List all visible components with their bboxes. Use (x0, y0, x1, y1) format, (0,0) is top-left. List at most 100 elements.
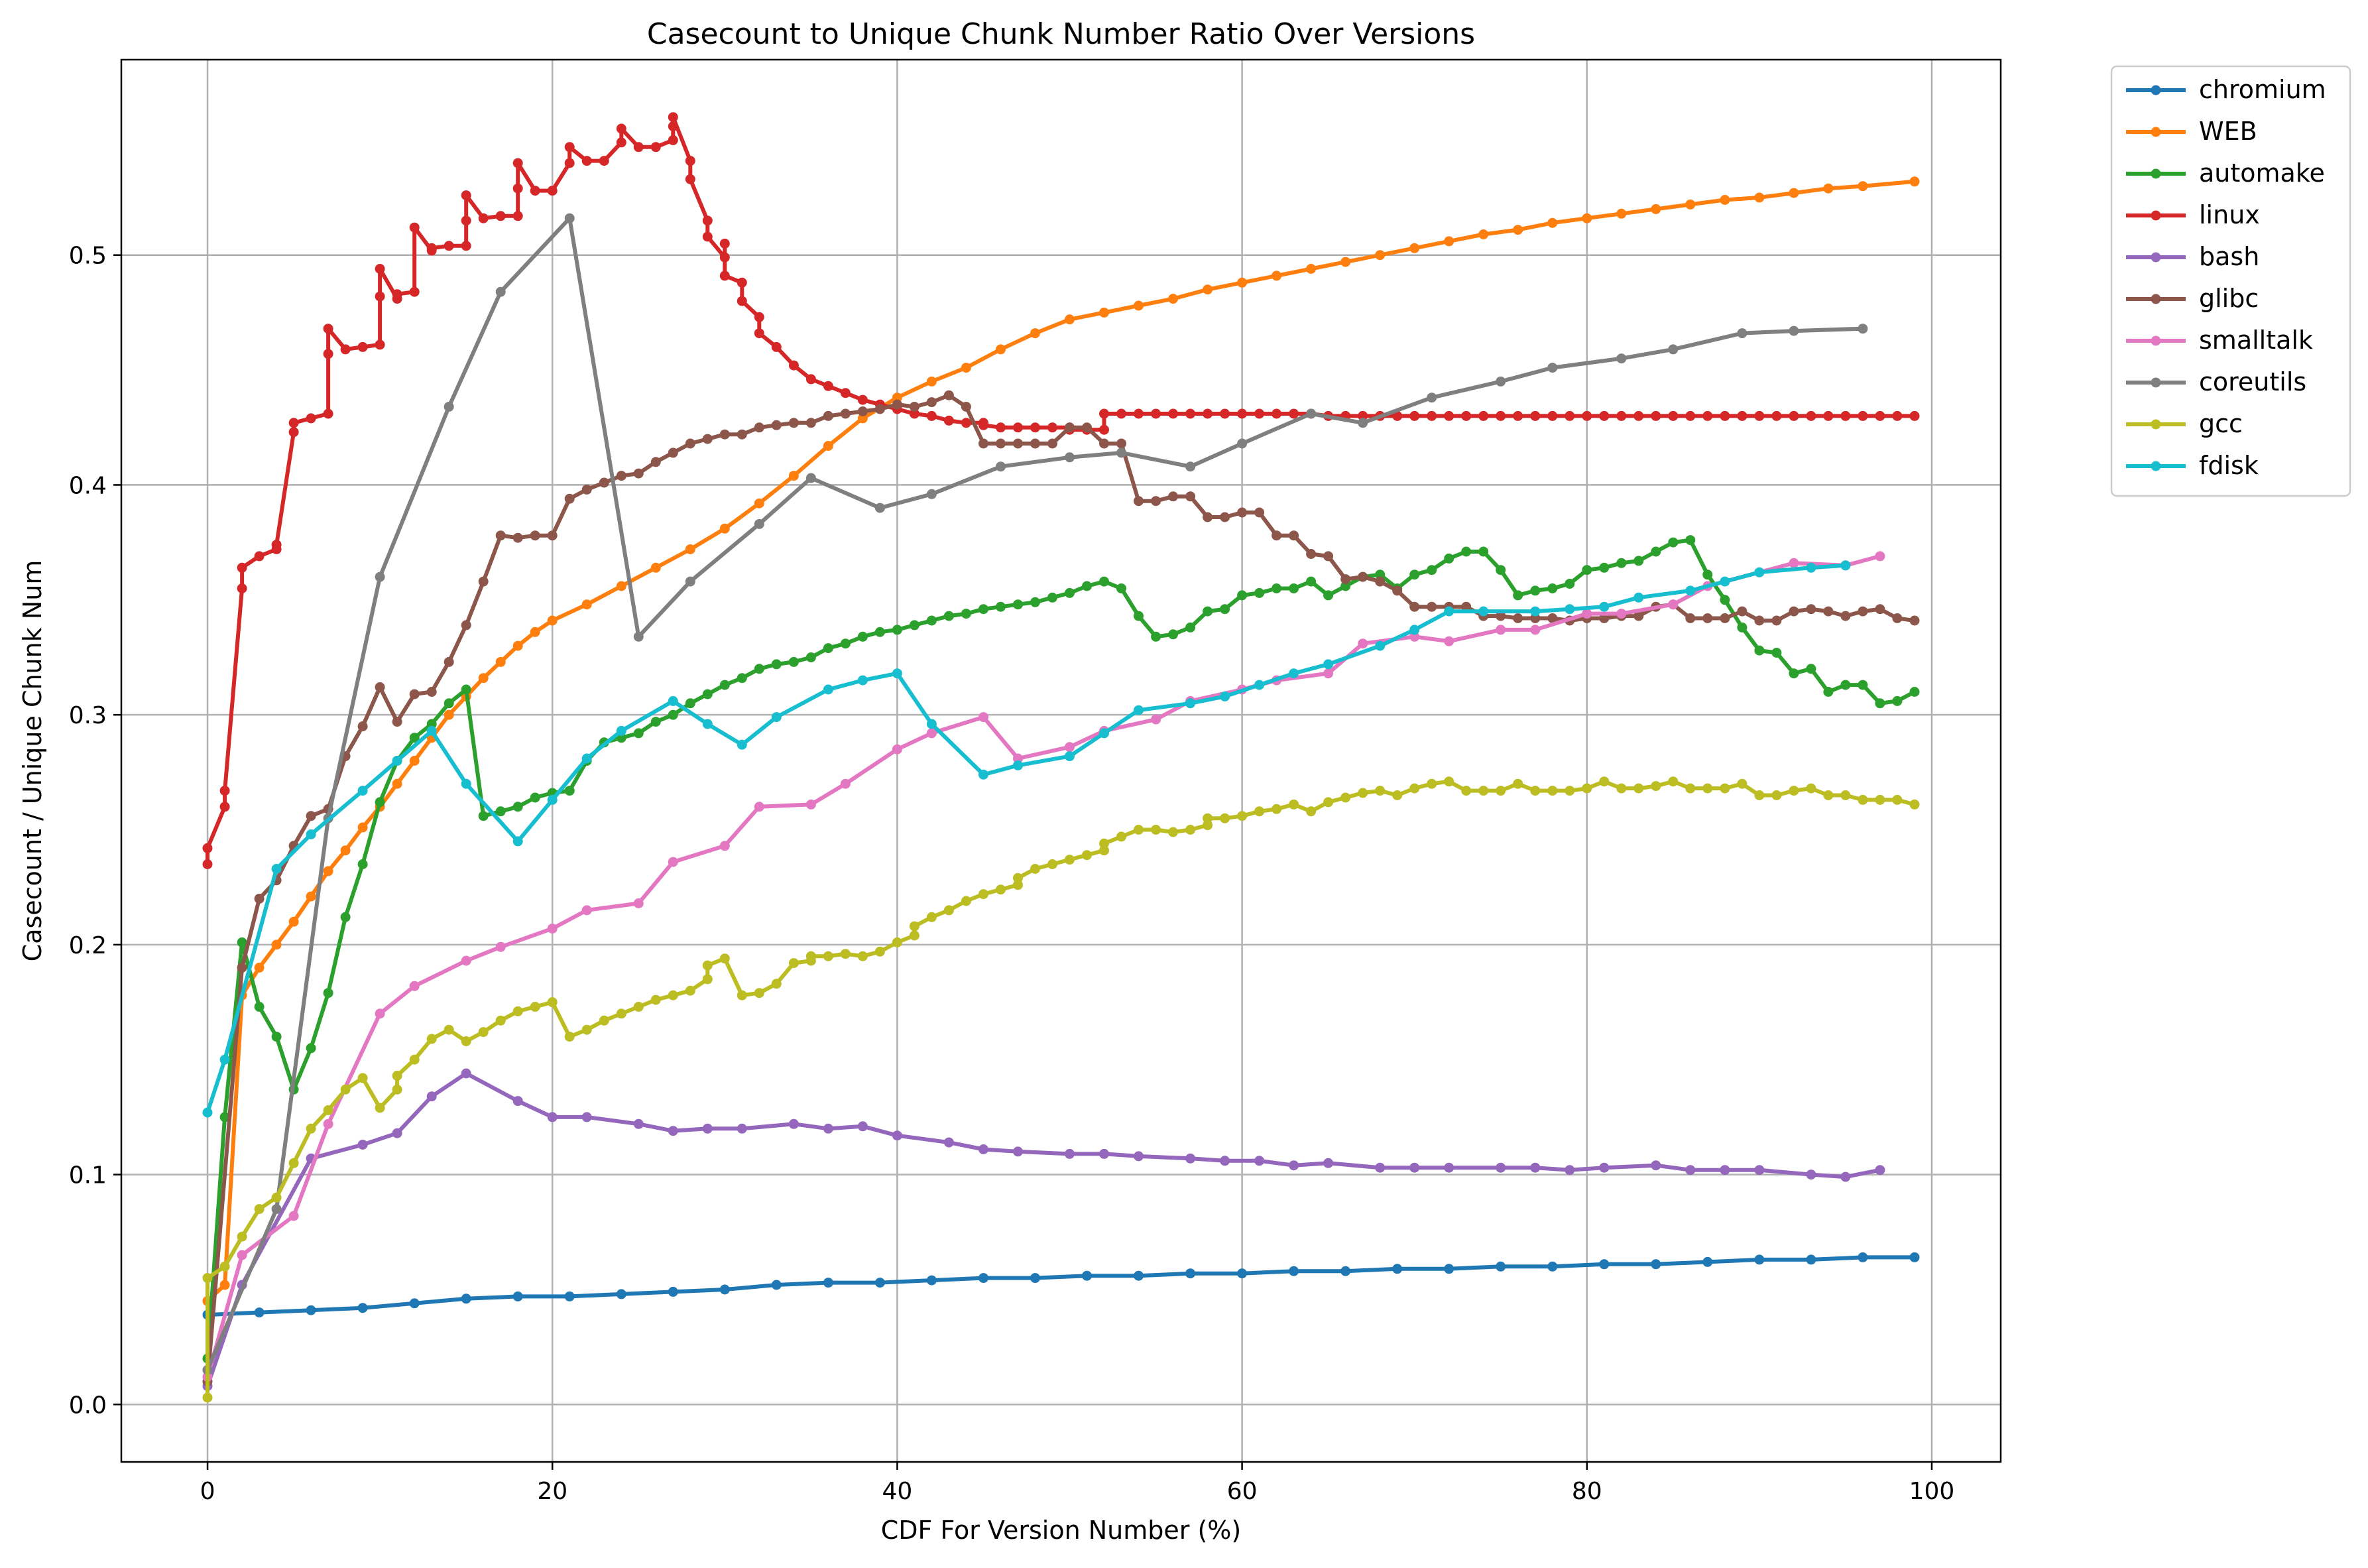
data-point-automake (1099, 576, 1109, 587)
data-point-linux (323, 408, 333, 419)
data-point-automake (840, 638, 851, 649)
data-point-automake (512, 802, 523, 812)
series-bash (202, 1068, 1885, 1392)
series-line-linux (206, 115, 1915, 865)
data-point-glibc (840, 408, 851, 419)
chart-title: Casecount to Unique Chunk Number Ratio O… (647, 17, 1475, 51)
series-line-coreutils (206, 216, 1863, 1371)
data-point-WEB (1444, 236, 1454, 247)
data-point-linux (1685, 410, 1696, 421)
data-point-glibc (1306, 549, 1317, 559)
data-point-glibc (1323, 551, 1334, 562)
data-point-glibc (805, 418, 816, 428)
data-point-bash (668, 1126, 678, 1136)
data-point-fdisk (306, 829, 316, 839)
data-point-automake (495, 806, 506, 817)
data-point-chromium (512, 1291, 523, 1301)
data-point-glibc (823, 410, 833, 421)
data-point-automake (478, 811, 489, 821)
data-point-linux (219, 802, 230, 812)
data-point-WEB (892, 392, 902, 403)
data-point-linux (788, 360, 799, 371)
data-point-glibc (1013, 438, 1023, 449)
data-point-WEB (1272, 271, 1282, 281)
data-point-WEB (788, 471, 799, 481)
data-point-gcc (1754, 790, 1765, 800)
data-point-coreutils (1306, 408, 1317, 419)
data-point-linux (340, 344, 351, 355)
data-point-gcc (1272, 804, 1282, 814)
data-point-automake (1582, 565, 1592, 575)
legend-label: smalltalk (2199, 326, 2313, 355)
data-point-linux (495, 211, 506, 221)
data-point-linux (426, 243, 437, 253)
data-point-fdisk (1565, 604, 1575, 615)
data-point-linux (1771, 410, 1782, 421)
data-point-linux (409, 286, 420, 297)
data-point-automake (805, 652, 816, 662)
data-point-coreutils (1116, 448, 1126, 458)
data-point-automake (564, 786, 575, 796)
data-point-WEB (1513, 225, 1523, 235)
data-point-linux (461, 241, 471, 251)
data-point-bash (702, 1123, 713, 1134)
data-point-WEB (996, 344, 1006, 355)
data-point-coreutils (1547, 363, 1558, 373)
data-point-linux (737, 277, 747, 288)
data-point-gcc (1116, 831, 1126, 842)
data-point-chromium (1237, 1268, 1248, 1279)
data-point-WEB (1823, 183, 1834, 194)
data-point-smalltalk (805, 799, 816, 810)
data-point-gcc (1220, 813, 1230, 823)
data-point-automake (650, 717, 661, 727)
data-point-glibc (909, 402, 919, 412)
data-point-gcc (961, 896, 971, 906)
data-point-fdisk (1633, 592, 1644, 603)
data-point-automake (1168, 629, 1179, 640)
data-point-bash (1375, 1162, 1386, 1173)
data-point-smalltalk (1530, 625, 1541, 635)
data-point-glibc (1702, 613, 1713, 623)
data-point-automake (1065, 587, 1075, 598)
data-point-chromium (1392, 1264, 1403, 1274)
data-point-automake (1461, 546, 1472, 557)
data-point-chromium (1754, 1254, 1765, 1265)
data-point-bash (892, 1130, 902, 1141)
legend-label: fdisk (2199, 451, 2259, 480)
data-point-gcc (737, 990, 747, 1000)
data-point-chromium (461, 1294, 471, 1304)
data-point-linux (461, 215, 471, 226)
data-point-fdisk (1099, 728, 1109, 739)
data-point-chromium (1082, 1270, 1092, 1281)
data-point-linux (375, 339, 385, 350)
data-point-automake (1203, 606, 1213, 617)
data-point-gcc (909, 921, 919, 932)
data-point-linux (1668, 410, 1679, 421)
legend-item-glibc: glibc (2126, 284, 2259, 313)
data-point-gcc (392, 1071, 402, 1081)
data-point-automake (1909, 687, 1920, 697)
data-point-glibc (1427, 601, 1437, 612)
data-point-glibc (650, 457, 661, 467)
data-point-linux (512, 211, 523, 221)
data-point-linux (961, 418, 971, 428)
data-point-linux (1478, 410, 1489, 421)
data-point-WEB (392, 778, 402, 789)
data-point-gcc (1030, 864, 1040, 874)
y-tick-label: 0.1 (69, 1162, 107, 1189)
data-point-gcc (237, 1231, 247, 1242)
data-point-glibc (1875, 604, 1885, 615)
data-point-bash (1496, 1162, 1506, 1173)
data-point-chromium (771, 1280, 782, 1290)
data-point-linux (616, 137, 626, 148)
data-point-gcc (271, 1192, 282, 1203)
series-glibc (202, 390, 1920, 1387)
data-point-gcc (840, 949, 851, 959)
data-point-fdisk (1289, 668, 1299, 679)
data-point-gcc (978, 889, 988, 900)
data-point-linux (668, 135, 678, 145)
data-point-fdisk (1444, 606, 1454, 617)
data-point-smalltalk (547, 924, 558, 934)
data-point-coreutils (874, 503, 885, 513)
data-point-gcc (702, 974, 713, 985)
